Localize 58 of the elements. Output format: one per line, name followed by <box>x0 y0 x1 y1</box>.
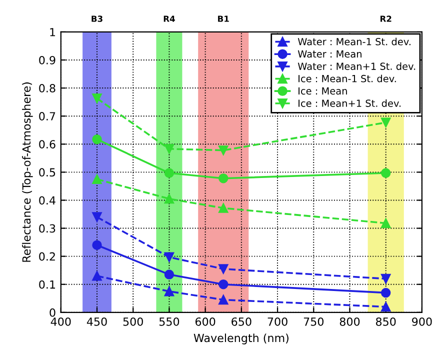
point <box>380 168 391 178</box>
legend-label: Ice : Mean-1 St. dev. <box>298 74 396 82</box>
legend-label: Ice : Mean+1 St. dev. <box>298 99 401 107</box>
x-tick-label: 750 <box>304 317 324 326</box>
y-tick-label: 0.4 <box>39 196 56 205</box>
x-tick-label: 850 <box>376 317 396 326</box>
y-tick-label: 0.3 <box>39 224 56 233</box>
point <box>218 203 228 213</box>
y-tick-label: 0.5 <box>39 168 56 177</box>
x-tick-label: 400 <box>50 317 71 326</box>
band-label: B3 <box>92 16 102 22</box>
x-tick-label: 600 <box>195 317 216 326</box>
legend-label: Water : Mean-1 St. dev. <box>298 38 410 46</box>
y-tick-label: 0.6 <box>39 140 56 149</box>
y-tick-label: 0 <box>50 308 56 317</box>
point <box>92 134 102 144</box>
band-label: R4 <box>164 16 175 22</box>
point <box>92 240 102 250</box>
y-tick-label: 0.8 <box>39 84 56 92</box>
legend-label: Ice : Mean <box>298 87 347 95</box>
point <box>92 94 102 104</box>
point <box>164 252 174 262</box>
point <box>380 118 391 128</box>
point <box>164 168 174 178</box>
x-axis-title: Wavelength (nm) <box>194 334 288 344</box>
point <box>164 144 174 154</box>
point <box>380 288 391 298</box>
point <box>380 274 391 284</box>
point <box>218 294 228 305</box>
y-tick-label: 0.2 <box>39 252 55 261</box>
point <box>380 302 391 312</box>
legend-label: Water : Mean+1 St. dev. <box>298 62 416 70</box>
point <box>218 173 228 184</box>
point <box>164 194 174 204</box>
y-tick-label: 0.9 <box>39 56 56 64</box>
y-tick-label: 0.1 <box>39 280 56 289</box>
x-tick-label: 450 <box>86 317 107 326</box>
x-tick-label: 900 <box>412 317 432 326</box>
point <box>92 174 102 184</box>
point <box>92 271 102 281</box>
y-tick-label: 0.7 <box>39 112 56 120</box>
x-tick-label: 800 <box>340 317 360 326</box>
point <box>164 286 174 296</box>
band-label: B1 <box>218 16 229 22</box>
point <box>92 212 102 222</box>
x-tick-label: 650 <box>232 317 252 326</box>
y-tick-label: 1 <box>50 28 56 36</box>
point <box>380 218 391 228</box>
x-tick-label: 500 <box>123 317 143 326</box>
legend-label: Water : Mean <box>298 50 362 58</box>
point <box>164 270 174 280</box>
point <box>218 279 228 290</box>
x-tick-label: 700 <box>268 317 288 326</box>
band-label: R2 <box>380 16 392 22</box>
point <box>218 264 228 274</box>
point <box>218 145 228 156</box>
y-axis-title: Reflectance (Top-of-Atmosphere) <box>22 82 33 262</box>
x-tick-label: 550 <box>159 317 180 326</box>
